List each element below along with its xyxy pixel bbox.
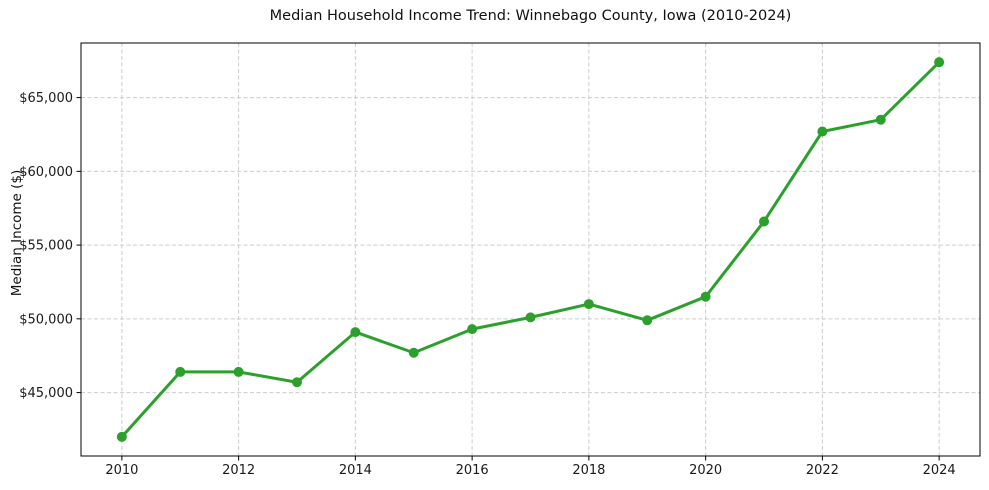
y-tick-label: $65,000 (19, 91, 73, 106)
x-tick-label: 2016 (456, 463, 489, 478)
y-tick-label: $50,000 (19, 312, 73, 327)
data-point-2012 (233, 366, 244, 377)
chart-title: Median Household Income Trend: Winnebago… (269, 8, 792, 24)
data-point-2021 (759, 216, 770, 227)
data-point-2017 (525, 312, 536, 323)
data-point-2023 (875, 114, 886, 125)
data-point-2015 (408, 347, 419, 358)
x-tick-label: 2010 (105, 463, 138, 478)
income-trend-line (120, 60, 941, 439)
data-point-2014 (350, 327, 361, 338)
x-tick-label: 2020 (689, 463, 722, 478)
x-tick-label: 2012 (222, 463, 255, 478)
y-tick-label: $60,000 (19, 165, 73, 180)
data-point-2022 (817, 126, 828, 137)
x-tick-label: 2022 (806, 463, 839, 478)
data-point-2011 (175, 366, 186, 377)
axis-frame (80, 42, 981, 457)
data-point-2018 (583, 299, 594, 310)
data-point-2013 (291, 377, 302, 388)
data-point-2020 (700, 291, 711, 302)
x-tick-label: 2024 (923, 463, 956, 478)
data-point-2019 (642, 315, 653, 326)
data-point-2024 (934, 57, 945, 68)
y-tick-label: $45,000 (19, 386, 73, 401)
x-tick-label: 2014 (339, 463, 372, 478)
y-tick-label: $55,000 (19, 239, 73, 254)
data-point-2016 (467, 324, 478, 335)
x-tick-label: 2018 (572, 463, 605, 478)
data-point-2010 (116, 431, 127, 442)
